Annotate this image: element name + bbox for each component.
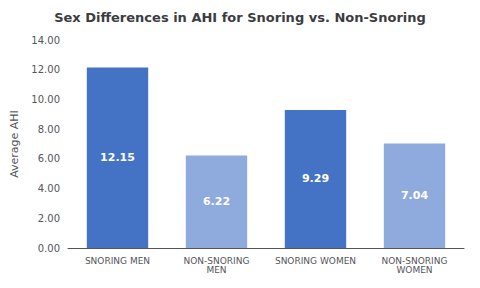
svg-text:NON-SNORING: NON-SNORING <box>183 255 250 266</box>
svg-text:4.00: 4.00 <box>38 183 60 194</box>
svg-text:Average AHI: Average AHI <box>8 110 21 178</box>
svg-text:2.00: 2.00 <box>38 213 60 224</box>
svg-text:6.00: 6.00 <box>38 153 60 164</box>
svg-text:12.15: 12.15 <box>100 151 135 164</box>
svg-text:0.00: 0.00 <box>38 243 60 254</box>
svg-text:14.00: 14.00 <box>31 35 60 46</box>
svg-text:12.00: 12.00 <box>31 64 60 75</box>
svg-text:WOMEN: WOMEN <box>396 265 432 275</box>
svg-text:Sex Differences in AHI for Sno: Sex Differences in AHI for Snoring vs. N… <box>54 10 426 25</box>
svg-text:NON-SNORING: NON-SNORING <box>381 255 448 266</box>
svg-text:8.00: 8.00 <box>38 124 60 135</box>
svg-text:10.00: 10.00 <box>31 94 60 105</box>
svg-text:SNORING WOMEN: SNORING WOMEN <box>275 256 356 266</box>
svg-text:6.22: 6.22 <box>203 195 230 208</box>
svg-text:9.29: 9.29 <box>302 172 329 185</box>
svg-text:7.04: 7.04 <box>401 189 428 202</box>
svg-text:SNORING MEN: SNORING MEN <box>85 256 150 266</box>
svg-text:MEN: MEN <box>206 265 226 275</box>
